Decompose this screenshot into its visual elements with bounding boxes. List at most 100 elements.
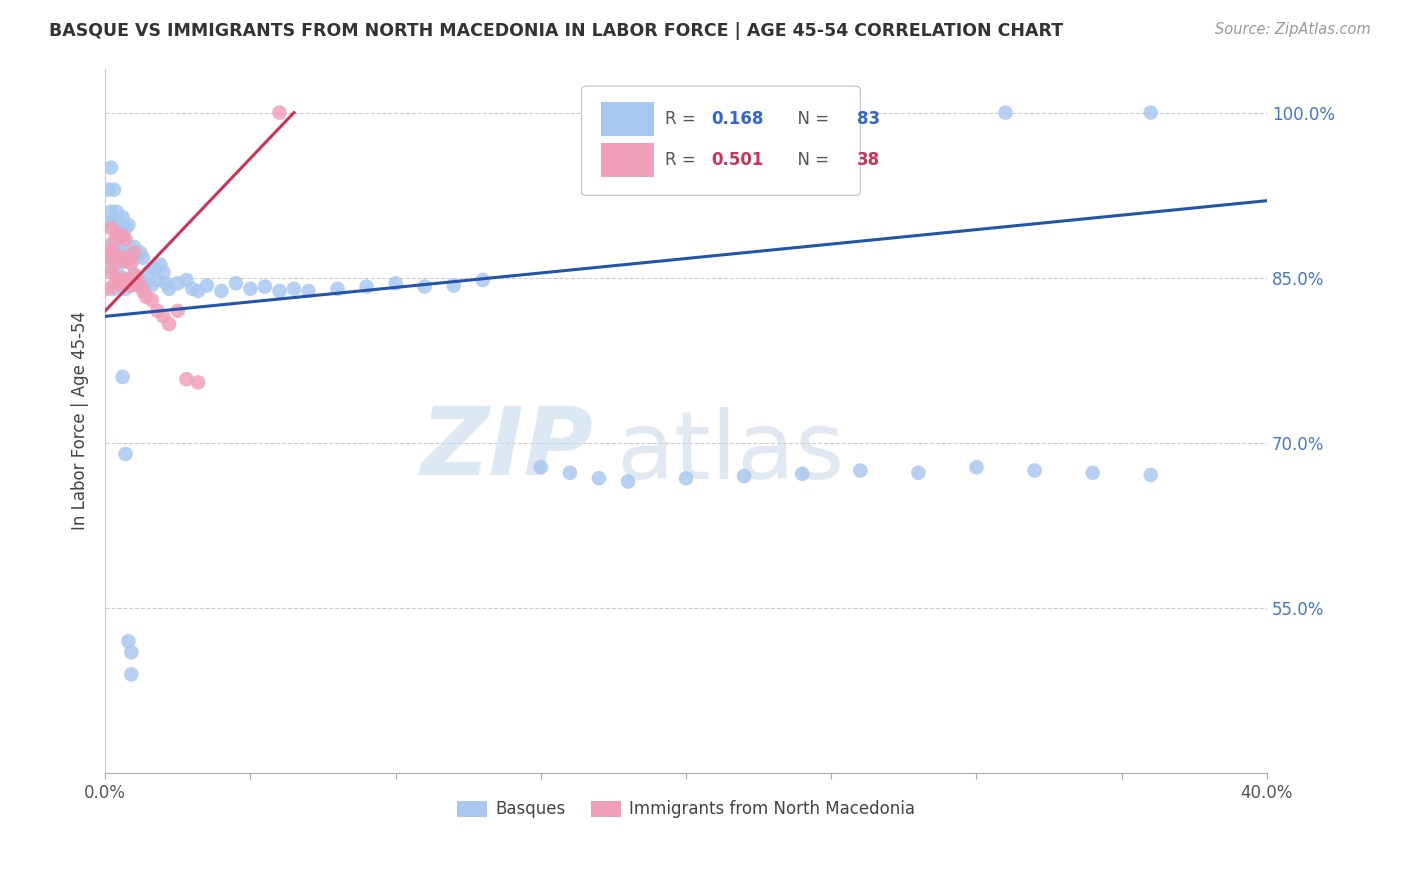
Point [114, 282, 136, 296]
Text: ZIP: ZIP [420, 403, 593, 495]
Point [356, 279, 378, 293]
Point [108, 277, 131, 291]
Point [617, 475, 640, 489]
Point [111, 251, 134, 265]
Point [187, 284, 209, 298]
Point [127, 273, 149, 287]
Point [181, 282, 204, 296]
Point [103, 216, 125, 230]
Point [111, 270, 134, 285]
Point [103, 183, 125, 197]
Point [127, 277, 149, 291]
FancyBboxPatch shape [582, 87, 860, 195]
Point [100, 265, 122, 279]
Point [117, 634, 139, 648]
Point [152, 310, 174, 324]
Point [105, 237, 128, 252]
Point [129, 273, 152, 287]
Point [283, 282, 305, 296]
Point [129, 245, 152, 260]
Point [103, 282, 125, 296]
Point [132, 278, 155, 293]
Point [149, 258, 172, 272]
Point [120, 667, 142, 681]
Text: Source: ZipAtlas.com: Source: ZipAtlas.com [1215, 22, 1371, 37]
Point [120, 251, 142, 265]
Text: N =: N = [787, 111, 835, 128]
Text: 83: 83 [856, 111, 880, 128]
Point [157, 317, 180, 331]
Point [105, 204, 128, 219]
Text: 0.168: 0.168 [711, 111, 763, 128]
Point [792, 467, 814, 481]
Point [530, 460, 553, 475]
Point [108, 251, 131, 265]
Point [132, 251, 155, 265]
Point [111, 211, 134, 225]
Point [152, 265, 174, 279]
Point [443, 278, 465, 293]
Point [105, 270, 128, 285]
Point [114, 254, 136, 268]
Point [122, 240, 145, 254]
Point [100, 161, 122, 175]
Point [122, 268, 145, 282]
Point [166, 277, 188, 291]
Point [135, 277, 157, 291]
Point [413, 279, 436, 293]
Point [114, 447, 136, 461]
Point [114, 232, 136, 246]
Point [129, 278, 152, 293]
Point [111, 229, 134, 244]
Text: 38: 38 [856, 151, 880, 169]
Point [384, 277, 406, 291]
Point [166, 303, 188, 318]
Point [966, 460, 988, 475]
Point [111, 370, 134, 384]
Point [471, 273, 494, 287]
Point [127, 249, 149, 263]
Point [103, 278, 125, 293]
Point [588, 471, 610, 485]
Point [122, 245, 145, 260]
Point [239, 282, 262, 296]
Point [187, 376, 209, 390]
Point [558, 466, 581, 480]
Point [117, 273, 139, 287]
Bar [602, 144, 654, 178]
Point [97, 249, 120, 263]
Point [97, 282, 120, 296]
Point [111, 273, 134, 287]
Point [1139, 467, 1161, 482]
Point [1081, 466, 1104, 480]
Point [138, 265, 160, 279]
Bar [602, 103, 654, 136]
Point [269, 284, 291, 298]
Point [143, 262, 166, 277]
Point [122, 268, 145, 283]
Point [117, 273, 139, 287]
Point [105, 249, 128, 263]
Point [135, 289, 157, 303]
Point [117, 218, 139, 232]
Text: atlas: atlas [616, 407, 845, 499]
Point [114, 277, 136, 291]
Point [994, 105, 1017, 120]
Point [269, 105, 291, 120]
Point [108, 249, 131, 263]
Point [907, 466, 929, 480]
Point [120, 256, 142, 270]
Point [100, 221, 122, 235]
Text: 0.501: 0.501 [711, 151, 763, 169]
Text: R =: R = [665, 151, 702, 169]
Point [195, 278, 218, 293]
Point [849, 464, 872, 478]
Point [108, 277, 131, 291]
Point [105, 227, 128, 241]
Point [100, 204, 122, 219]
Point [103, 249, 125, 263]
Point [108, 216, 131, 230]
Point [176, 273, 198, 287]
Text: BASQUE VS IMMIGRANTS FROM NORTH MACEDONIA IN LABOR FORCE | AGE 45-54 CORRELATION: BASQUE VS IMMIGRANTS FROM NORTH MACEDONI… [49, 22, 1063, 40]
Point [114, 254, 136, 268]
